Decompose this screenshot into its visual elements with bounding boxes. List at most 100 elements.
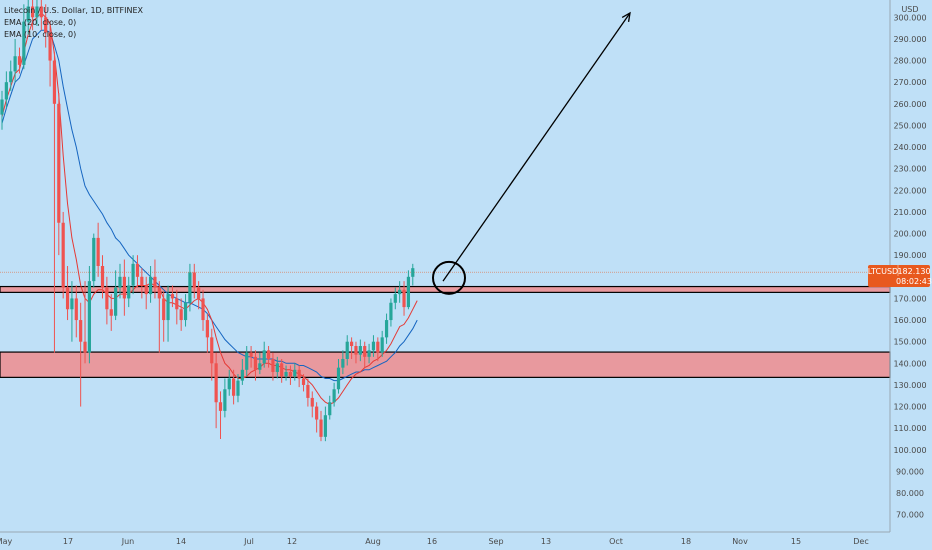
candle bbox=[9, 60, 13, 91]
candle-body bbox=[266, 350, 271, 359]
candle-body bbox=[218, 402, 223, 411]
candle bbox=[83, 281, 87, 364]
candle bbox=[293, 363, 297, 381]
candle-body bbox=[17, 56, 22, 65]
candle-body bbox=[197, 287, 201, 299]
y-tick-label: 290.000 bbox=[893, 35, 926, 44]
support-zone bbox=[0, 351, 891, 378]
candle-body bbox=[367, 350, 371, 357]
candle-body bbox=[140, 276, 144, 286]
candle-body bbox=[393, 294, 397, 303]
candle bbox=[345, 335, 349, 366]
candle-body bbox=[118, 276, 122, 288]
y-tick-label: 70.000 bbox=[896, 511, 924, 520]
candle bbox=[127, 276, 131, 308]
candle bbox=[315, 402, 319, 433]
candle-body bbox=[328, 402, 332, 416]
candle-body bbox=[52, 60, 57, 104]
candle-body bbox=[144, 285, 148, 295]
x-tick-label: 14 bbox=[176, 537, 186, 546]
candle-body bbox=[166, 294, 170, 321]
candle bbox=[205, 313, 209, 353]
candle-body bbox=[376, 341, 380, 353]
y-tick-label: 110.000 bbox=[893, 424, 926, 433]
projection-arrow-head bbox=[621, 11, 631, 22]
candle-body bbox=[310, 397, 314, 407]
candle bbox=[384, 313, 389, 344]
y-tick-label: 220.000 bbox=[893, 186, 926, 195]
candle bbox=[30, 0, 35, 31]
candle-body bbox=[319, 419, 323, 437]
candle-body bbox=[271, 358, 275, 372]
candle-body bbox=[100, 266, 105, 288]
candle-body bbox=[109, 309, 113, 316]
candle-body bbox=[293, 369, 297, 377]
candle bbox=[179, 298, 183, 331]
candle bbox=[262, 341, 266, 368]
x-tick-label: Aug bbox=[365, 537, 381, 546]
candle bbox=[210, 328, 214, 381]
candle bbox=[22, 4, 26, 70]
candle bbox=[192, 263, 196, 299]
candle-body bbox=[223, 389, 227, 411]
candle-body bbox=[70, 298, 74, 310]
candle bbox=[380, 330, 384, 357]
candle-body bbox=[232, 378, 236, 396]
candle-body bbox=[240, 369, 244, 381]
candle-body bbox=[402, 289, 406, 308]
y-tick-label: 270.000 bbox=[893, 78, 926, 87]
candle bbox=[301, 374, 306, 392]
x-tick-label: 13 bbox=[541, 537, 551, 546]
candle bbox=[341, 350, 345, 375]
candle-body bbox=[114, 287, 118, 316]
candle bbox=[398, 281, 402, 303]
projection-arrow-line bbox=[442, 12, 631, 282]
y-tick-label: 120.000 bbox=[893, 403, 926, 412]
ema-layer bbox=[1, 12, 418, 405]
candle bbox=[275, 356, 279, 379]
candle bbox=[162, 291, 166, 342]
candle bbox=[74, 285, 78, 338]
candle bbox=[109, 294, 113, 331]
candle-body bbox=[284, 371, 288, 377]
candle bbox=[148, 266, 153, 303]
candle bbox=[297, 365, 301, 388]
y-tick-label: 210.000 bbox=[893, 208, 926, 217]
candle-body bbox=[105, 287, 109, 310]
candle bbox=[153, 259, 157, 299]
candle bbox=[266, 346, 271, 368]
legend: Litecoin / U.S. Dollar, 1D, BITFINEX EMA… bbox=[4, 6, 144, 39]
legend-ema10: EMA (10, close, 0) bbox=[4, 30, 76, 39]
candle-body bbox=[253, 356, 258, 370]
candle bbox=[183, 294, 188, 327]
candle bbox=[100, 255, 105, 299]
candle bbox=[376, 337, 380, 362]
candle-body bbox=[135, 263, 140, 277]
candle-body bbox=[258, 363, 262, 370]
candle-body bbox=[4, 82, 8, 100]
candle-body bbox=[92, 237, 96, 282]
candle bbox=[201, 289, 205, 331]
candle-body bbox=[358, 346, 362, 355]
candle bbox=[367, 343, 371, 364]
candle-body bbox=[22, 21, 26, 65]
candle bbox=[319, 410, 323, 442]
candle-body bbox=[345, 341, 349, 359]
candle bbox=[135, 255, 140, 288]
candle bbox=[227, 369, 231, 396]
candle-body bbox=[306, 384, 310, 398]
y-tick-label: 240.000 bbox=[893, 143, 926, 152]
candle bbox=[389, 298, 393, 327]
y-tick-label: 300.000 bbox=[893, 13, 926, 22]
candle-body bbox=[153, 276, 157, 288]
candle-body bbox=[9, 71, 13, 83]
y-tick-label: 170.000 bbox=[893, 294, 926, 303]
candle-body bbox=[192, 272, 196, 288]
y-tick-label: 90.000 bbox=[896, 467, 924, 476]
x-tick-label: May bbox=[0, 537, 13, 546]
y-tick-label: 280.000 bbox=[893, 57, 926, 66]
candle bbox=[214, 352, 218, 429]
time-axis[interactable]: May 17 Jun 14 Jul 12 Aug 16 Sep 13 Oct 18 Nov 15 Dec bbox=[0, 537, 869, 546]
candle-body bbox=[249, 352, 253, 357]
